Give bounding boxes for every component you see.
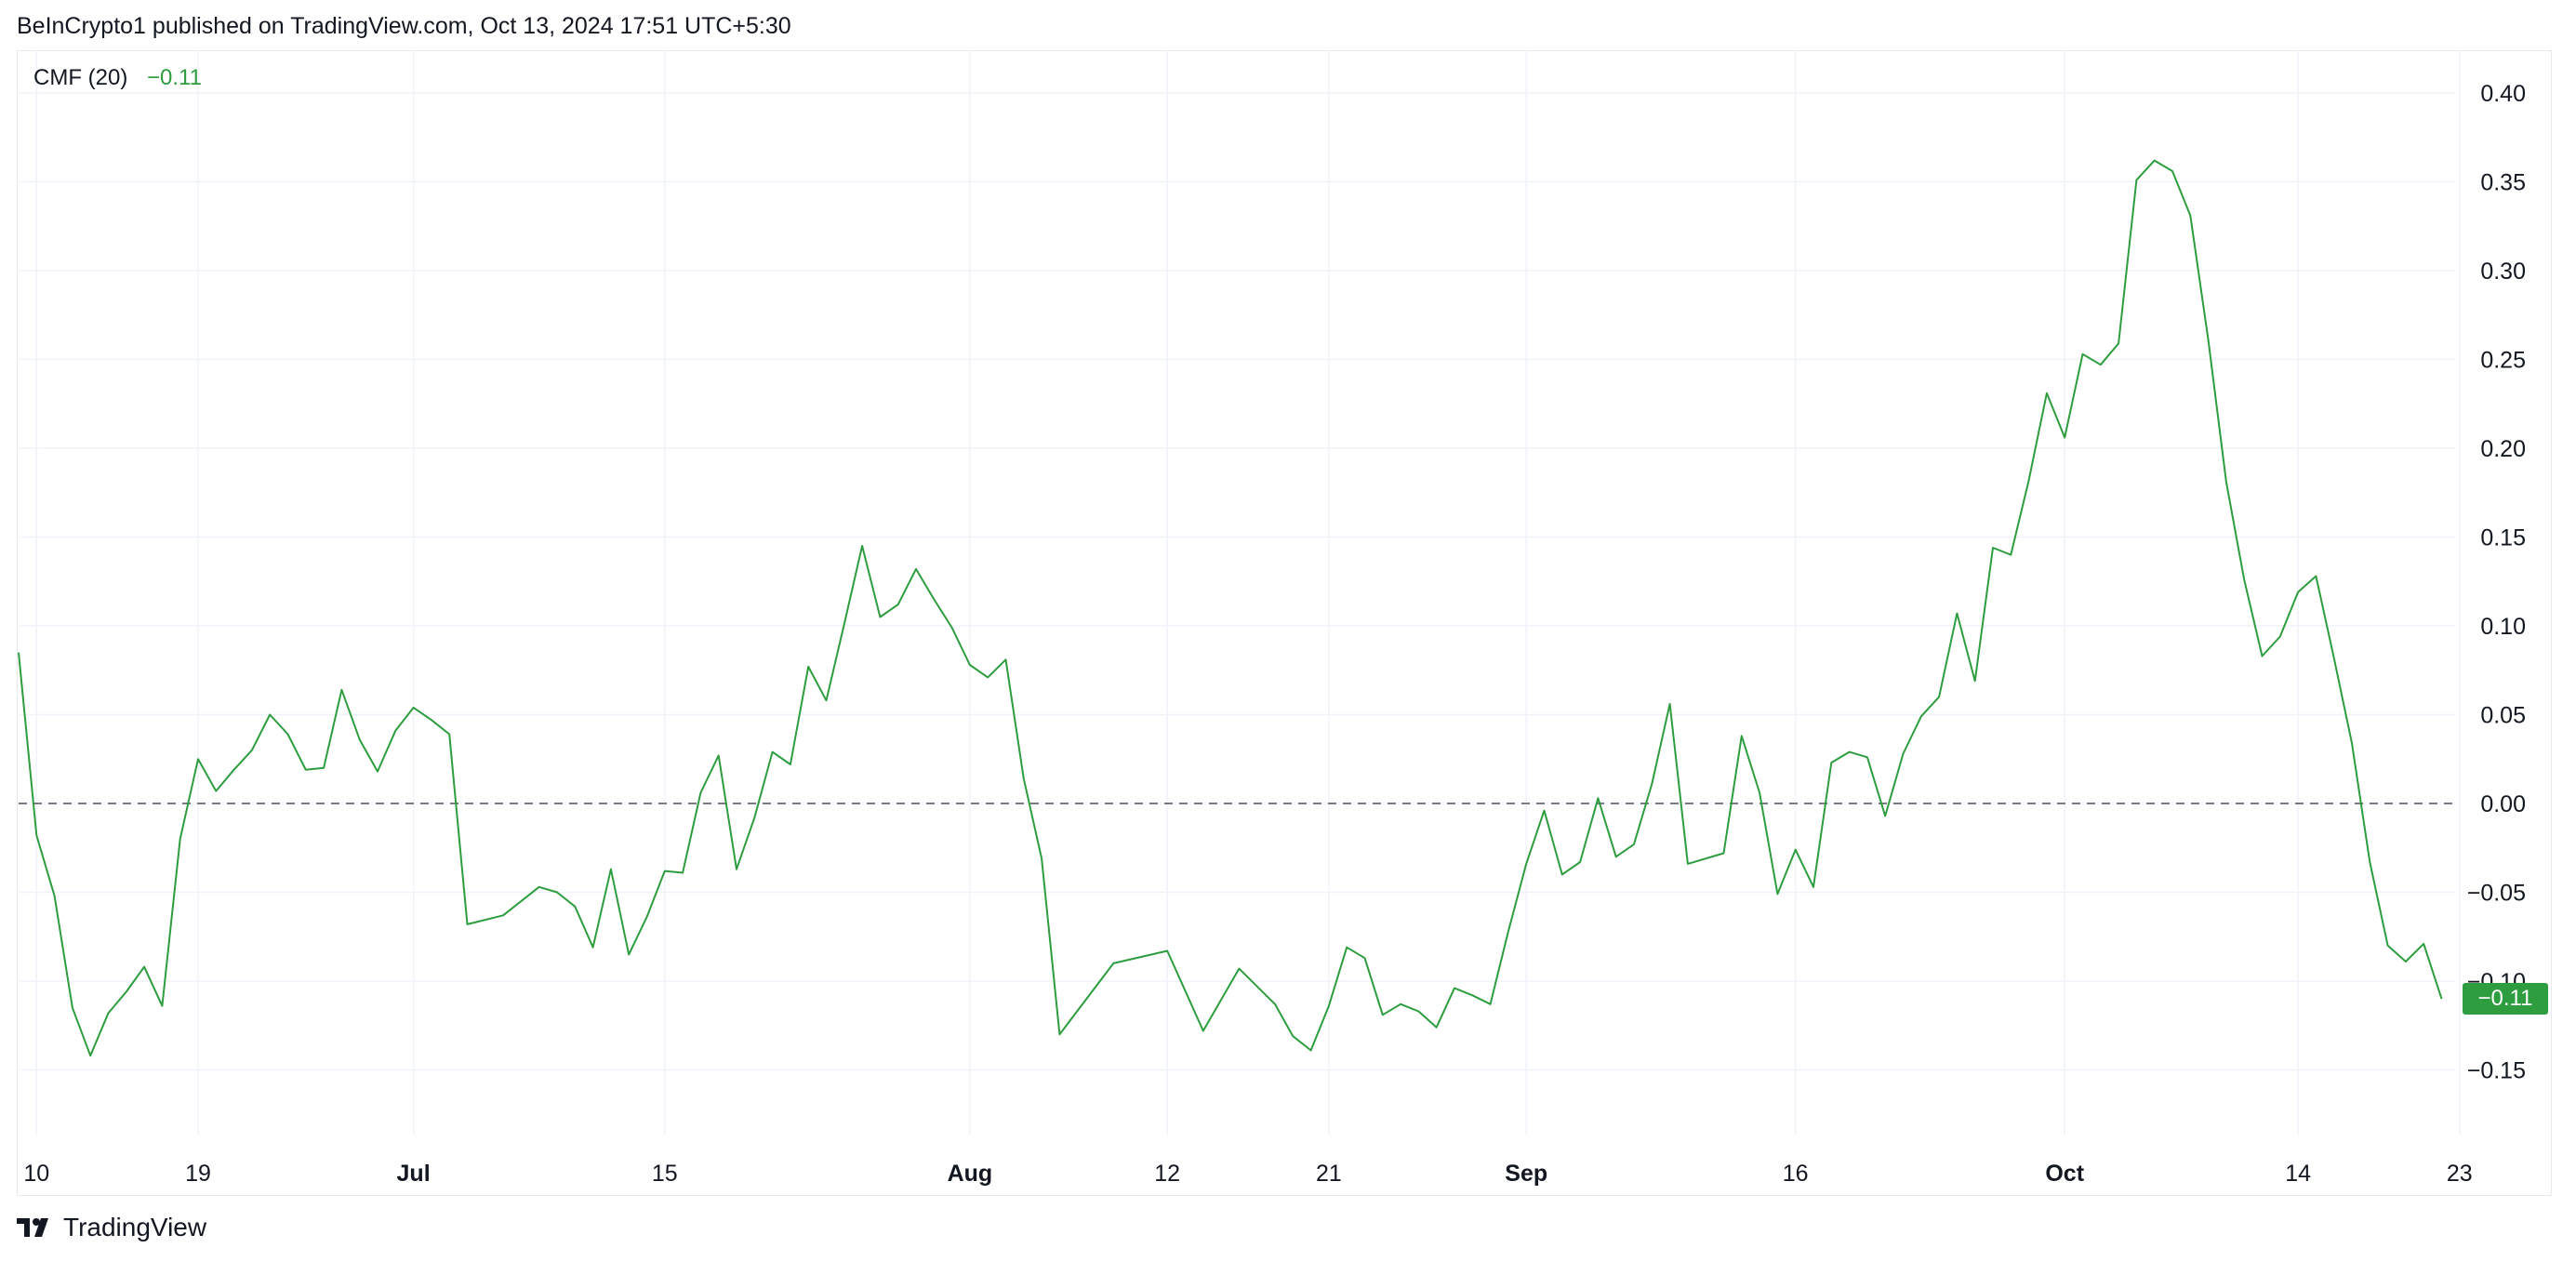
x-tick-label: Oct (2045, 1161, 2084, 1187)
x-tick-label: 12 (1154, 1161, 1180, 1187)
x-tick-label: 21 (1316, 1161, 1342, 1187)
legend-indicator-name: CMF (20) (33, 65, 128, 90)
y-axis: 0.40 0.35 0.30 0.25 0.20 0.15 0.10 0.05 0.00 −0.0… (2467, 81, 2526, 1084)
x-tick-label: Aug (948, 1161, 993, 1187)
x-axis: 10 19 Jul 15 Aug 12 21 Sep 16 Oct 14 23 (23, 1161, 2472, 1187)
x-tick-label: Jul (397, 1161, 431, 1187)
y-tick-label: 0.00 (2480, 791, 2526, 817)
y-tick-label: −0.15 (2467, 1058, 2526, 1084)
last-value-label: −0.11 (2463, 983, 2548, 1015)
y-tick-label: 0.30 (2480, 259, 2526, 285)
x-tick-label: 10 (23, 1161, 49, 1187)
y-tick-label: 0.35 (2480, 170, 2526, 196)
tradingview-brand[interactable]: TradingView (17, 1213, 206, 1242)
x-tick-label: 23 (2447, 1161, 2473, 1187)
y-tick-label: 0.05 (2480, 703, 2526, 729)
legend-indicator-value: −0.11 (147, 65, 202, 90)
x-tick-label: Sep (1505, 1161, 1547, 1187)
y-tick-label: 0.40 (2480, 81, 2526, 107)
y-tick-label: 0.20 (2480, 436, 2526, 462)
tradingview-logo-icon (17, 1218, 48, 1237)
y-tick-label: −0.05 (2467, 881, 2526, 907)
x-tick-label: 19 (185, 1161, 211, 1187)
indicator-legend[interactable]: CMF (20) −0.11 (33, 65, 202, 91)
y-tick-label: 0.15 (2480, 525, 2526, 551)
chart-pane[interactable] (17, 50, 2552, 1196)
cmf-line (18, 159, 2443, 1057)
y-tick-label: 0.25 (2480, 348, 2526, 374)
brand-name: TradingView (63, 1213, 207, 1241)
cmf-series (18, 159, 2443, 1057)
x-tick-label: 16 (1783, 1161, 1809, 1187)
y-tick-label: 0.10 (2480, 614, 2526, 640)
x-tick-label: 15 (652, 1161, 678, 1187)
x-tick-label: 14 (2285, 1161, 2311, 1187)
grid-lines (19, 50, 2461, 1135)
attribution-text: BeInCrypto1 published on TradingView.com… (17, 13, 791, 39)
